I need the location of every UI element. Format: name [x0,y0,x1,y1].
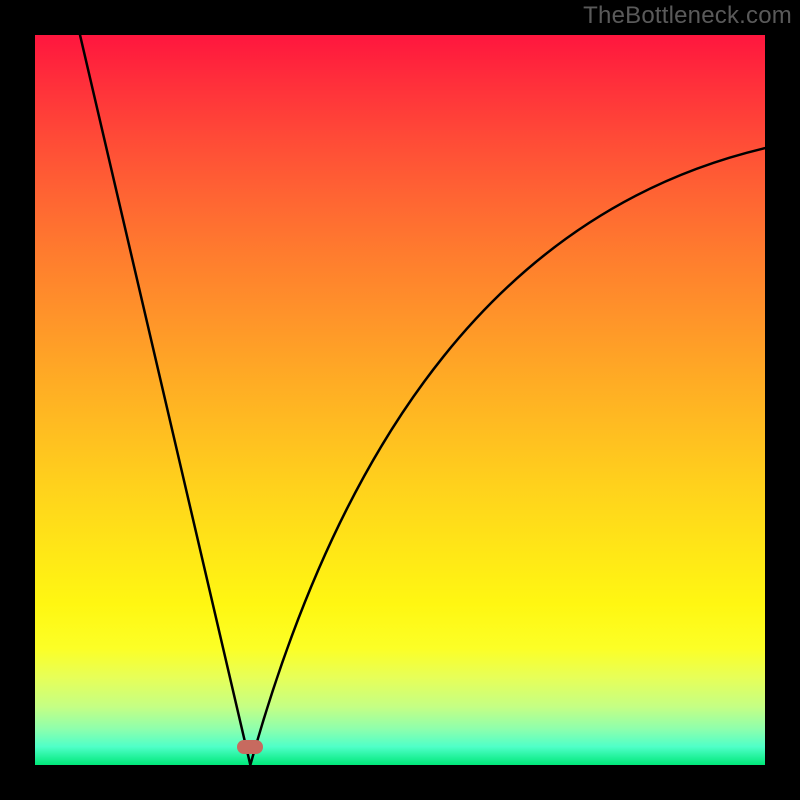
bottleneck-curve [35,35,765,765]
optimal-marker [237,740,263,754]
watermark-text: TheBottleneck.com [583,2,792,30]
plot-area [35,35,765,765]
